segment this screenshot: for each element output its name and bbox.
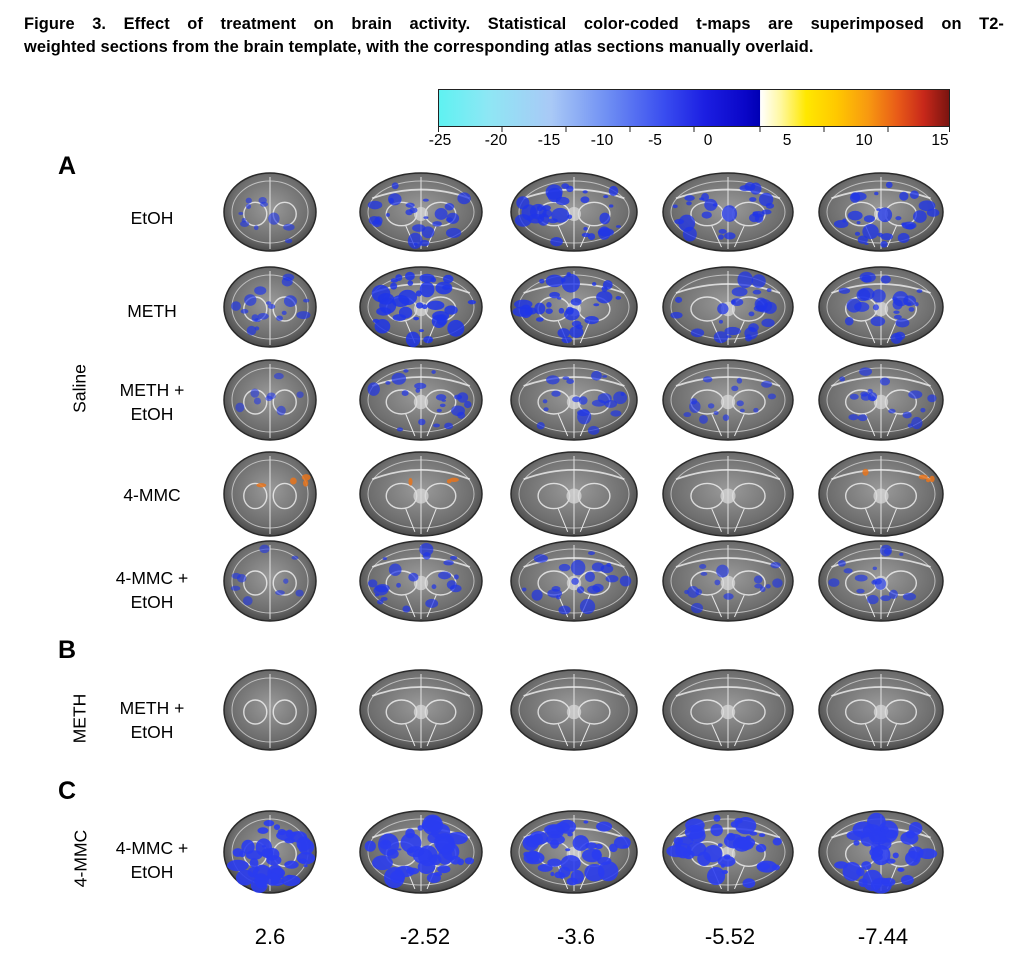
row-label-etoh: EtOH — [130, 208, 174, 228]
brain-section — [223, 266, 317, 348]
brain-section — [818, 172, 944, 252]
caption-line-2: weighted sections from the brain templat… — [24, 38, 814, 56]
row-label-b-meth-etoh: METH + EtOH — [119, 698, 185, 742]
panel-label-c: C — [58, 777, 77, 805]
panel-label-b: B — [58, 636, 77, 664]
brain-section — [818, 359, 944, 441]
brain-section — [359, 451, 483, 537]
coordinate-label: -2.52 — [399, 924, 451, 949]
panel-label-a: A — [58, 152, 77, 180]
coordinate-label: -3.6 — [557, 924, 595, 949]
brain-section — [510, 359, 638, 441]
brain-section — [223, 540, 317, 622]
brain-section — [359, 669, 483, 751]
brain-section — [662, 540, 794, 622]
brain-section — [223, 669, 317, 751]
t-map-colorbar — [438, 89, 950, 127]
brain-section — [662, 359, 794, 441]
row-label-c-4mmc-etoh: 4-MMC + EtOH — [115, 838, 189, 882]
colorbar-tick: 5 — [782, 132, 792, 149]
brain-section — [818, 540, 944, 622]
brain-section — [818, 810, 944, 894]
brain-section — [359, 359, 483, 441]
row-label-meth-etoh: METH + EtOH — [119, 380, 185, 424]
colorbar-tick: 15 — [931, 132, 949, 149]
colorbar-tick: 10 — [855, 132, 873, 149]
brain-section — [662, 266, 794, 348]
brain-section — [818, 266, 944, 348]
coordinate-label: -5.52 — [704, 924, 756, 949]
figure-caption: Figure 3. Effect of treatment on brain a… — [24, 13, 1004, 59]
colorbar-tick: -20 — [484, 132, 508, 149]
row-label-4mmc: 4-MMC — [123, 485, 181, 505]
brain-section — [223, 172, 317, 252]
colorbar-tick: -15 — [537, 132, 561, 149]
brain-section — [510, 266, 638, 348]
brain-section — [359, 810, 483, 894]
brain-section — [223, 359, 317, 441]
brain-section — [510, 669, 638, 751]
colorbar-tick-marks — [438, 127, 950, 132]
row-label-4mmc-etoh: 4-MMC + EtOH — [115, 568, 189, 612]
brain-section — [510, 172, 638, 252]
brain-section — [510, 451, 638, 537]
colorbar-tick: -25 — [428, 132, 452, 149]
brain-section — [510, 810, 638, 894]
caption-line-1: Figure 3. Effect of treatment on brain a… — [24, 15, 1004, 33]
brain-section — [662, 451, 794, 537]
brain-section — [662, 810, 794, 894]
brain-section — [510, 540, 638, 622]
colorbar-tick: 0 — [703, 132, 713, 149]
brain-section — [223, 451, 317, 537]
brain-section — [818, 451, 944, 537]
brain-section — [359, 540, 483, 622]
brain-section — [818, 669, 944, 751]
brain-section — [359, 172, 483, 252]
brain-section — [662, 172, 794, 252]
colorbar-tick: -10 — [590, 132, 614, 149]
coordinate-label: 2.6 — [254, 924, 286, 949]
coordinate-label: -7.44 — [857, 924, 909, 949]
brain-section — [359, 266, 483, 348]
brain-section — [223, 810, 317, 894]
brain-section — [662, 669, 794, 751]
row-label-meth: METH — [127, 301, 177, 321]
colorbar-tick: -5 — [648, 132, 662, 149]
